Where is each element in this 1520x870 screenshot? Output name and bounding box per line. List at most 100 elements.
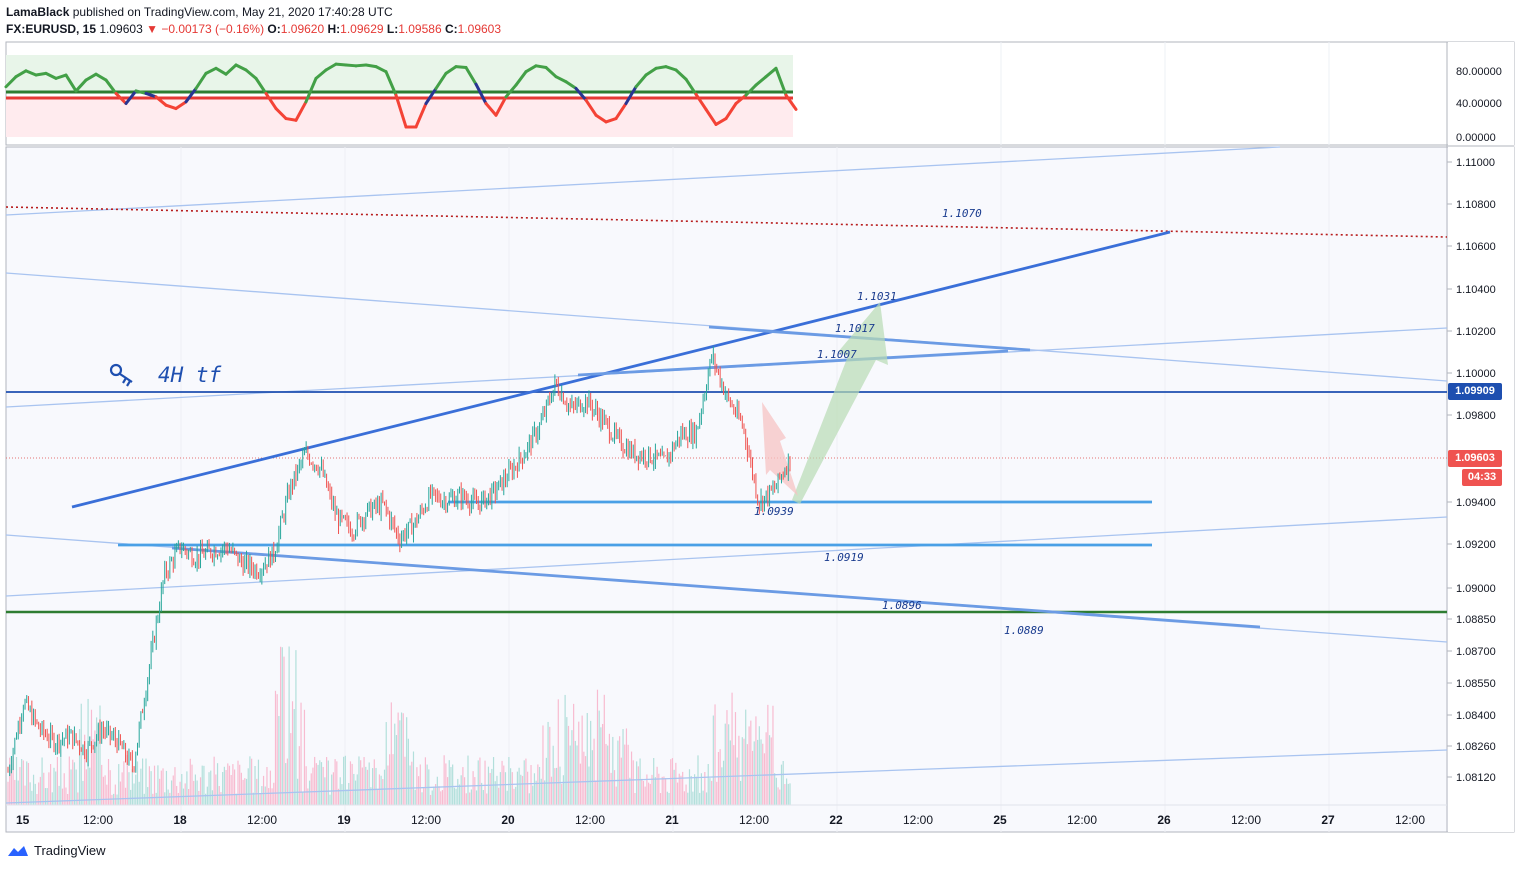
osc-segment: [184, 86, 198, 104]
tradingview-logo-icon: [8, 845, 28, 856]
osc-segment: [114, 91, 128, 105]
down-arrow-projection[interactable]: [762, 402, 798, 496]
countdown-tag: 04:33: [1462, 469, 1502, 486]
osc-segment: [574, 86, 588, 102]
osc-segment: [204, 66, 218, 75]
osc-segment: [54, 73, 68, 80]
osc-segment: [384, 70, 398, 97]
osc-segment: [314, 68, 328, 80]
published-text: published on TradingView.com, May 21, 20…: [72, 5, 393, 19]
osc-segment: [434, 71, 448, 90]
osc-segment: [764, 66, 778, 79]
level-label: 1.1070: [942, 207, 982, 220]
osc-segment: [174, 100, 188, 111]
osc-segment: [104, 78, 118, 95]
osc-segment: [704, 107, 718, 126]
price-tick-label: 1.09400: [1456, 497, 1496, 509]
price-tick-label: 1.08260: [1456, 741, 1496, 753]
osc-segment: [14, 69, 28, 79]
osc-segment: [614, 102, 628, 121]
osc-segment: [684, 77, 698, 96]
osc-segment: [364, 63, 378, 69]
rising-trendline[interactable]: [71, 230, 1171, 509]
low-value: 1.09586: [398, 22, 442, 36]
light-trendline-rising[interactable]: [5, 516, 1448, 597]
high-value: 1.09629: [340, 22, 384, 36]
time-tick-label: 25: [993, 813, 1007, 827]
osc-segment: [714, 117, 728, 126]
osc-segment: [634, 73, 648, 89]
price-tick-label: 1.08400: [1456, 710, 1496, 722]
osc-segment: [694, 92, 708, 111]
osc-segment: [754, 75, 768, 87]
publish-line: LamaBlack published on TradingView.com, …: [6, 4, 393, 21]
time-tick-label: 26: [1157, 813, 1171, 827]
dotted-resistance-line[interactable]: [5, 206, 1448, 238]
oscillator-axis[interactable]: [1448, 42, 1514, 145]
light-trendline-top[interactable]: [5, 146, 1281, 216]
level-label: 1.0896: [882, 599, 922, 612]
time-tick-label: 12:00: [83, 813, 113, 827]
osc-segment: [154, 95, 168, 107]
descending-support-line[interactable]: [171, 546, 1261, 629]
osc-segment: [224, 63, 238, 76]
osc-segment: [254, 76, 268, 95]
osc-segment: [424, 86, 438, 105]
upper-channel-line[interactable]: [577, 349, 1009, 377]
price-candles[interactable]: [7, 346, 791, 777]
time-tick-label: 27: [1321, 813, 1335, 827]
time-tick-label: 12:00: [411, 813, 441, 827]
time-tick-label: 21: [665, 813, 679, 827]
high-label: H:: [327, 22, 341, 36]
osc-segment: [94, 72, 108, 82]
close-value: 1.09603: [457, 22, 502, 36]
osc-segment: [134, 89, 148, 95]
price-axis[interactable]: [1448, 147, 1514, 832]
osc-upper-zone: [6, 55, 793, 92]
publisher-name[interactable]: LamaBlack: [6, 5, 70, 19]
price-tick-label: 1.09800: [1456, 410, 1496, 422]
osc-segment: [294, 100, 308, 122]
footer-brand[interactable]: TradingView: [6, 843, 106, 858]
time-tick-label: 12:00: [903, 813, 933, 827]
time-tick-label: 12:00: [247, 813, 277, 827]
last-price: 1.09603: [99, 22, 143, 36]
light-trendline-bottom[interactable]: [5, 749, 1448, 804]
osc-segment: [524, 64, 538, 74]
up-arrow-projection[interactable]: [792, 302, 888, 504]
low-label: L:: [386, 22, 399, 36]
price-change: ▼ −0.00173 (−0.16%): [146, 22, 265, 36]
osc-tick-label: 0.00000: [1456, 132, 1496, 144]
price-tick-label: 1.08120: [1456, 772, 1496, 784]
price-tick-label: 1.08700: [1456, 646, 1496, 658]
osc-segment: [4, 75, 18, 89]
osc-segment: [474, 82, 488, 105]
key-icon: [109, 363, 133, 387]
osc-segment: [394, 93, 408, 129]
osc-segment: [484, 102, 498, 117]
symbol-name[interactable]: FX:EURUSD, 15: [6, 22, 97, 36]
level-label: 1.0889: [1004, 624, 1044, 637]
current-price-tag: 1.09603: [1448, 450, 1502, 467]
osc-segment: [34, 71, 48, 77]
osc-segment: [544, 65, 558, 79]
level-label: 1.1031: [857, 290, 897, 303]
osc-segment: [454, 65, 468, 69]
osc-segment: [594, 113, 608, 124]
oscillator-line[interactable]: [4, 62, 798, 129]
osc-segment: [164, 103, 178, 111]
time-tick-label: 12:00: [739, 813, 769, 827]
osc-segment: [334, 62, 348, 67]
osc-segment: [44, 71, 58, 80]
osc-segment: [84, 72, 98, 82]
osc-segment: [554, 75, 568, 84]
grid: [180, 42, 1330, 832]
price-pane[interactable]: [5, 146, 1515, 833]
osc-segment: [144, 91, 158, 99]
osc-segment: [354, 63, 368, 68]
osc-segment: [344, 63, 358, 68]
osc-segment: [584, 98, 598, 117]
timeframe-annotation[interactable]: 4H tf: [158, 363, 222, 387]
osc-segment: [64, 73, 78, 93]
